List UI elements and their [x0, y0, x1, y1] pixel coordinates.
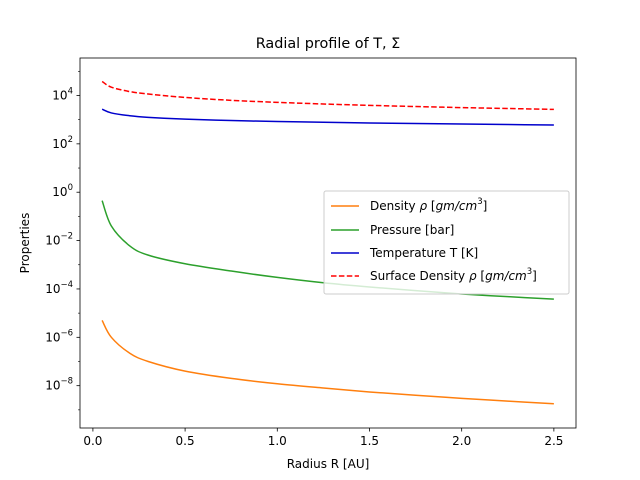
y-tick-label: 10−8 — [45, 377, 73, 393]
legend-label-2: Temperature T [K] — [369, 246, 478, 260]
y-axis-ticks: 10−8 10−6 10−4 10−2 100 102 104 — [45, 71, 80, 411]
y-tick-label: 10−6 — [45, 328, 73, 344]
axes-frame — [79, 57, 577, 429]
series-line-2 — [101, 108, 554, 126]
x-tick-label: 0.0 — [83, 434, 102, 448]
x-tick-label: 2.5 — [544, 434, 563, 448]
x-tick-label: 1.5 — [360, 434, 379, 448]
x-tick-label: 2.0 — [452, 434, 471, 448]
legend-label-1: Pressure [bar] — [370, 223, 454, 237]
x-tick-label: 0.5 — [176, 434, 195, 448]
legend-label-3: Surface Density ρ [gm/cm3] — [370, 267, 537, 283]
legend-box — [323, 190, 570, 295]
y-tick-label: 10−2 — [45, 232, 73, 248]
x-axis-label: Radius R [AU] — [287, 457, 370, 471]
y-tick-label: 102 — [52, 135, 73, 151]
legend-label-0: Density ρ [gm/cm3] — [370, 197, 487, 213]
y-axis-label: Properties — [18, 213, 32, 274]
y-tick-label: 104 — [52, 86, 73, 102]
legend-items: Density ρ [gm/cm3] Pressure [bar] Temperat… — [331, 197, 537, 283]
x-axis-ticks: 0.0 0.5 1.0 1.5 2.0 2.5 — [83, 428, 563, 448]
x-tick-label: 1.0 — [268, 434, 287, 448]
chart-title: Radial profile of T, Σ — [256, 36, 401, 52]
series-line-0 — [101, 320, 554, 405]
legend: Density ρ [gm/cm3] Pressure [bar] Temperat… — [323, 190, 570, 295]
y-tick-label: 10−4 — [45, 280, 73, 296]
series-line-3 — [101, 80, 554, 111]
plot-area: 0.0 0.5 1.0 1.5 2.0 2.5 10−810−610−410−210010… — [45, 57, 577, 448]
y-tick-label: 100 — [52, 183, 73, 199]
